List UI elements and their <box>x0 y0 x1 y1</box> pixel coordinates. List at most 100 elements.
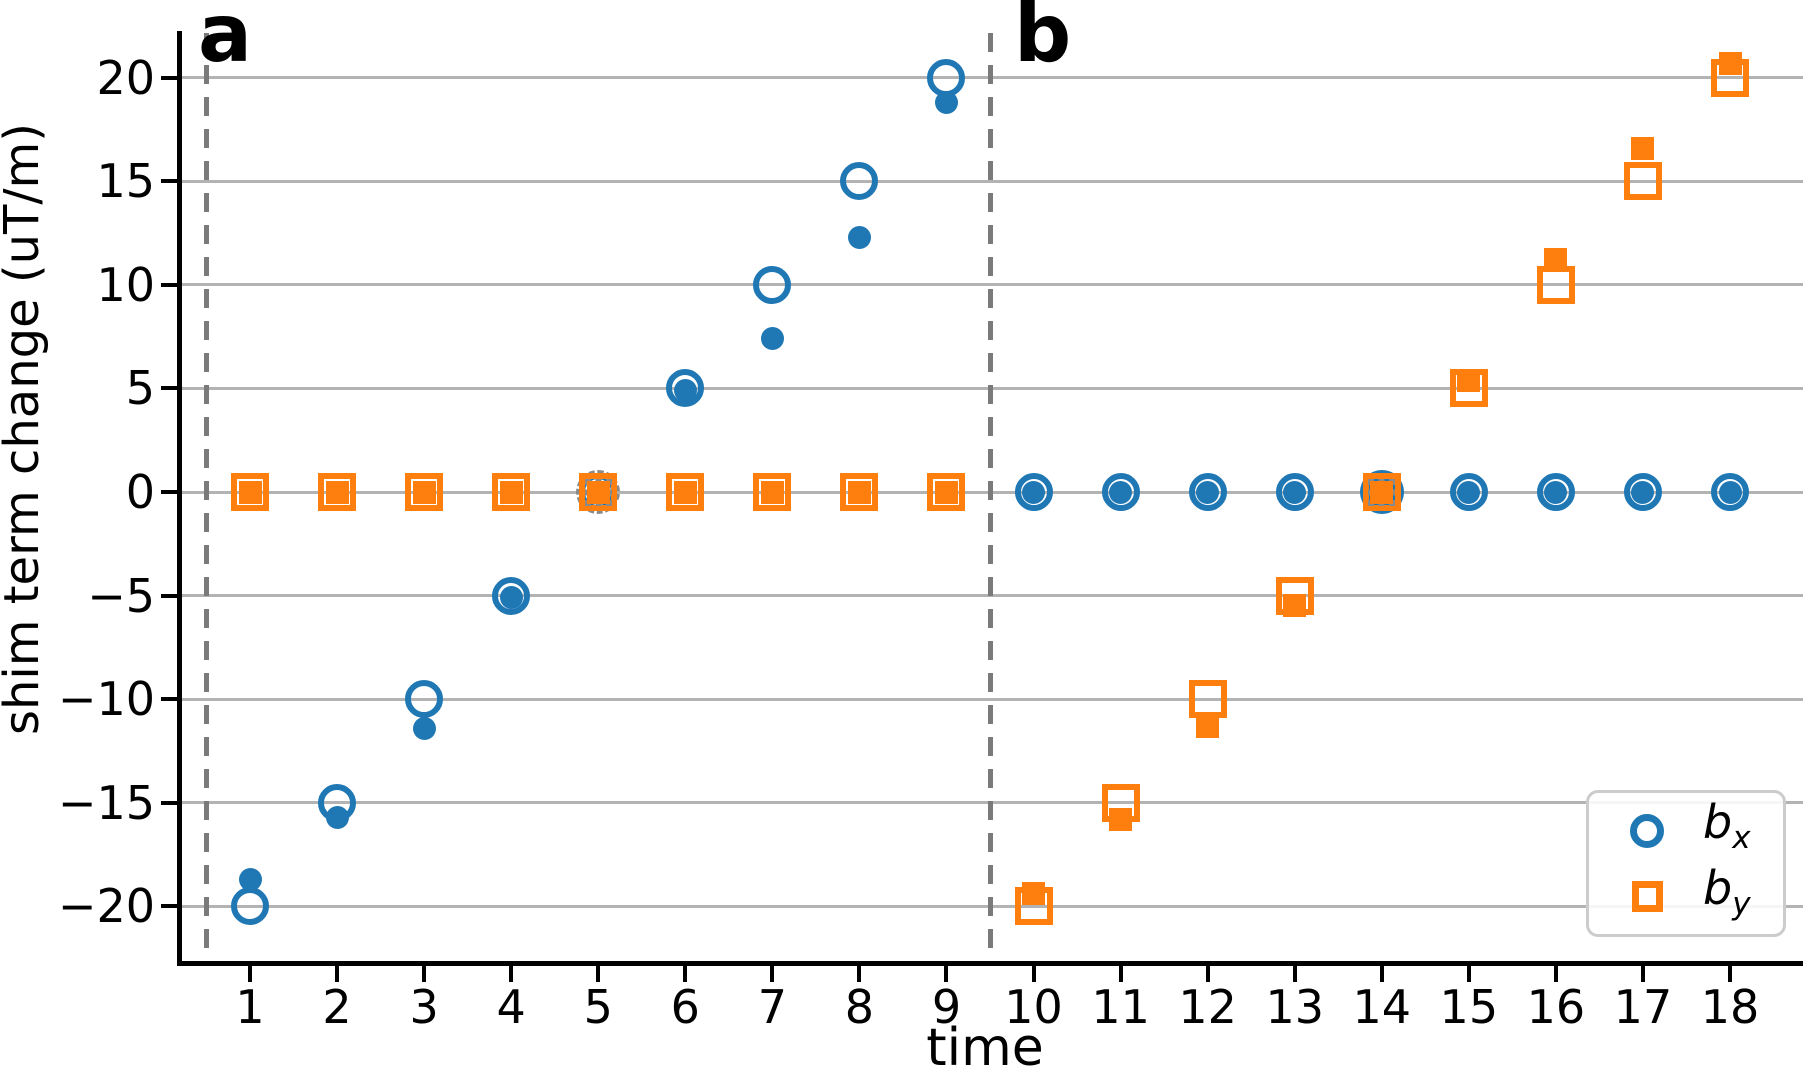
marker-b_y-open-t12 <box>1188 680 1227 719</box>
marker-b_x-filled-t3 <box>412 716 436 740</box>
x-tick-label-11: 11 <box>1091 980 1150 1034</box>
x-tick-label-13: 13 <box>1265 980 1324 1034</box>
marker-b_x-filled-t13 <box>1283 480 1307 504</box>
x-tick-label-14: 14 <box>1352 980 1412 1034</box>
marker-b_x-filled-t1 <box>238 867 262 891</box>
marker-b_x-filled-t18 <box>1718 480 1742 504</box>
marker-b_x-open-t10 <box>1014 473 1053 511</box>
marker-b_y-open-t2 <box>318 473 357 511</box>
marker-b_y-filled-t2 <box>325 480 349 504</box>
marker-b_y-open-t5 <box>579 473 618 511</box>
reference-dashed-square-t5 <box>584 478 612 506</box>
x-tick-16 <box>1553 966 1558 982</box>
marker-b_x-filled-t2 <box>325 805 349 829</box>
marker-b_y-open-t8 <box>840 473 879 511</box>
marker-b_y-filled-t5 <box>586 480 610 504</box>
legend-label-by: by <box>1703 861 1751 923</box>
x-tick-label-6: 6 <box>670 980 700 1034</box>
marker-b_y-open-t7 <box>753 473 792 511</box>
marker-b_x-open-t8 <box>840 162 879 201</box>
x-tick-1 <box>248 966 252 982</box>
x-tick-10 <box>1031 966 1036 982</box>
x-tick-7 <box>770 966 775 982</box>
marker-b_y-filled-t8 <box>847 480 871 504</box>
y-tick-label-10: 10 <box>96 257 155 312</box>
x-tick-label-2: 2 <box>322 980 352 1034</box>
y-tick-10 <box>161 282 177 287</box>
marker-b_x-filled-t9 <box>934 90 958 114</box>
marker-b_y-filled-t7 <box>760 480 784 504</box>
x-tick-6 <box>683 966 688 982</box>
x-tick-12 <box>1205 966 1210 982</box>
marker-b_y-open-t17 <box>1623 162 1662 201</box>
panel-divider-2 <box>987 33 993 963</box>
legend-label-bx: bx <box>1703 795 1751 857</box>
x-tick-14 <box>1379 966 1384 982</box>
y-tick-label-15: 15 <box>96 154 155 209</box>
marker-b_x-open-t4 <box>492 576 531 615</box>
open-square-icon <box>1625 875 1669 919</box>
marker-b_y-open-t11 <box>1101 783 1140 822</box>
marker-b_x-open-t6 <box>666 369 705 408</box>
reference-peek-circle-t5 <box>576 470 621 514</box>
y-tick-label-0: 0 <box>125 465 155 519</box>
marker-b_x-filled-t16 <box>1544 480 1568 504</box>
reference-dashed-square-t14 <box>1368 478 1396 506</box>
y-tick-label--20: −20 <box>57 879 155 934</box>
marker-b_x-open-t3 <box>405 680 444 719</box>
x-tick-8 <box>857 966 862 982</box>
x-tick-18 <box>1728 966 1733 982</box>
marker-b_y-filled-t6 <box>673 480 697 504</box>
x-tick-5 <box>596 966 601 982</box>
y-tick-0 <box>161 490 177 494</box>
y-tick--20 <box>161 904 177 909</box>
marker-b_y-filled-t17 <box>1631 136 1655 160</box>
y-tick-label-5: 5 <box>125 361 155 416</box>
marker-b_x-filled-t7 <box>760 327 784 351</box>
bottom-spine <box>177 961 1803 966</box>
marker-b_x-open-t17 <box>1623 473 1662 511</box>
x-tick-11 <box>1118 966 1123 982</box>
x-tick-label-17: 17 <box>1613 980 1673 1034</box>
x-tick-label-15: 15 <box>1439 980 1499 1034</box>
y-tick-label-20: 20 <box>96 50 155 105</box>
marker-b_x-filled-t17 <box>1631 480 1655 504</box>
x-tick-13 <box>1292 966 1297 982</box>
x-tick-label-1: 1 <box>235 980 265 1034</box>
y-tick-20 <box>161 75 177 80</box>
x-tick-2 <box>335 966 340 982</box>
marker-b_y-open-t3 <box>405 473 444 511</box>
x-tick-label-4: 4 <box>496 980 526 1034</box>
marker-b_x-filled-t8 <box>847 225 871 249</box>
marker-b_y-filled-t4 <box>499 480 523 504</box>
marker-b_y-filled-t1 <box>238 480 262 504</box>
marker-b_x-open-t1 <box>231 887 269 926</box>
marker-b_x-filled-t4 <box>499 586 523 610</box>
open-circle-icon <box>1625 809 1669 853</box>
y-tick-label--10: −10 <box>57 672 155 727</box>
legend-entry-bx: bx <box>1589 799 1783 857</box>
marker-b_x-open-t11 <box>1101 473 1140 511</box>
marker-b_x-filled-t15 <box>1457 480 1481 504</box>
marker-b_y-open-t14 <box>1362 473 1401 511</box>
marker-b_y-open-t13 <box>1275 576 1314 615</box>
x-tick-label-9: 9 <box>931 980 962 1034</box>
marker-b_x-open-t12 <box>1188 473 1227 511</box>
marker-b_y-open-t15 <box>1449 369 1488 408</box>
panel-divider-1 <box>203 33 209 963</box>
marker-b_y-filled-t14 <box>1370 480 1394 504</box>
y-tick-label--15: −15 <box>57 775 155 830</box>
x-tick-3 <box>422 966 427 982</box>
x-tick-label-10: 10 <box>1004 980 1063 1034</box>
y-tick-15 <box>161 179 177 184</box>
y-tick--15 <box>161 800 177 805</box>
x-tick-label-3: 3 <box>409 980 439 1034</box>
y-tick--5 <box>161 593 177 598</box>
x-tick-label-12: 12 <box>1178 980 1237 1034</box>
marker-b_y-filled-t16 <box>1544 248 1568 272</box>
x-tick-9 <box>944 966 949 982</box>
legend: bx by <box>1586 790 1786 937</box>
marker-b_y-filled-t3 <box>412 480 436 504</box>
panel-label-b: b <box>1014 0 1072 80</box>
marker-b_y-open-t10 <box>1014 887 1053 926</box>
